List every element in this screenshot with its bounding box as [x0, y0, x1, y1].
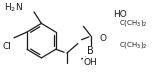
Text: OH: OH — [83, 58, 97, 67]
Text: B: B — [87, 46, 94, 56]
Text: H$_2$N: H$_2$N — [4, 2, 23, 14]
Text: HO: HO — [113, 10, 127, 19]
Text: O: O — [100, 34, 107, 43]
Text: Cl: Cl — [3, 42, 12, 51]
Text: C(CH$_3$)$_2$: C(CH$_3$)$_2$ — [119, 39, 147, 49]
Text: C(CH$_3$)$_2$: C(CH$_3$)$_2$ — [119, 18, 147, 28]
